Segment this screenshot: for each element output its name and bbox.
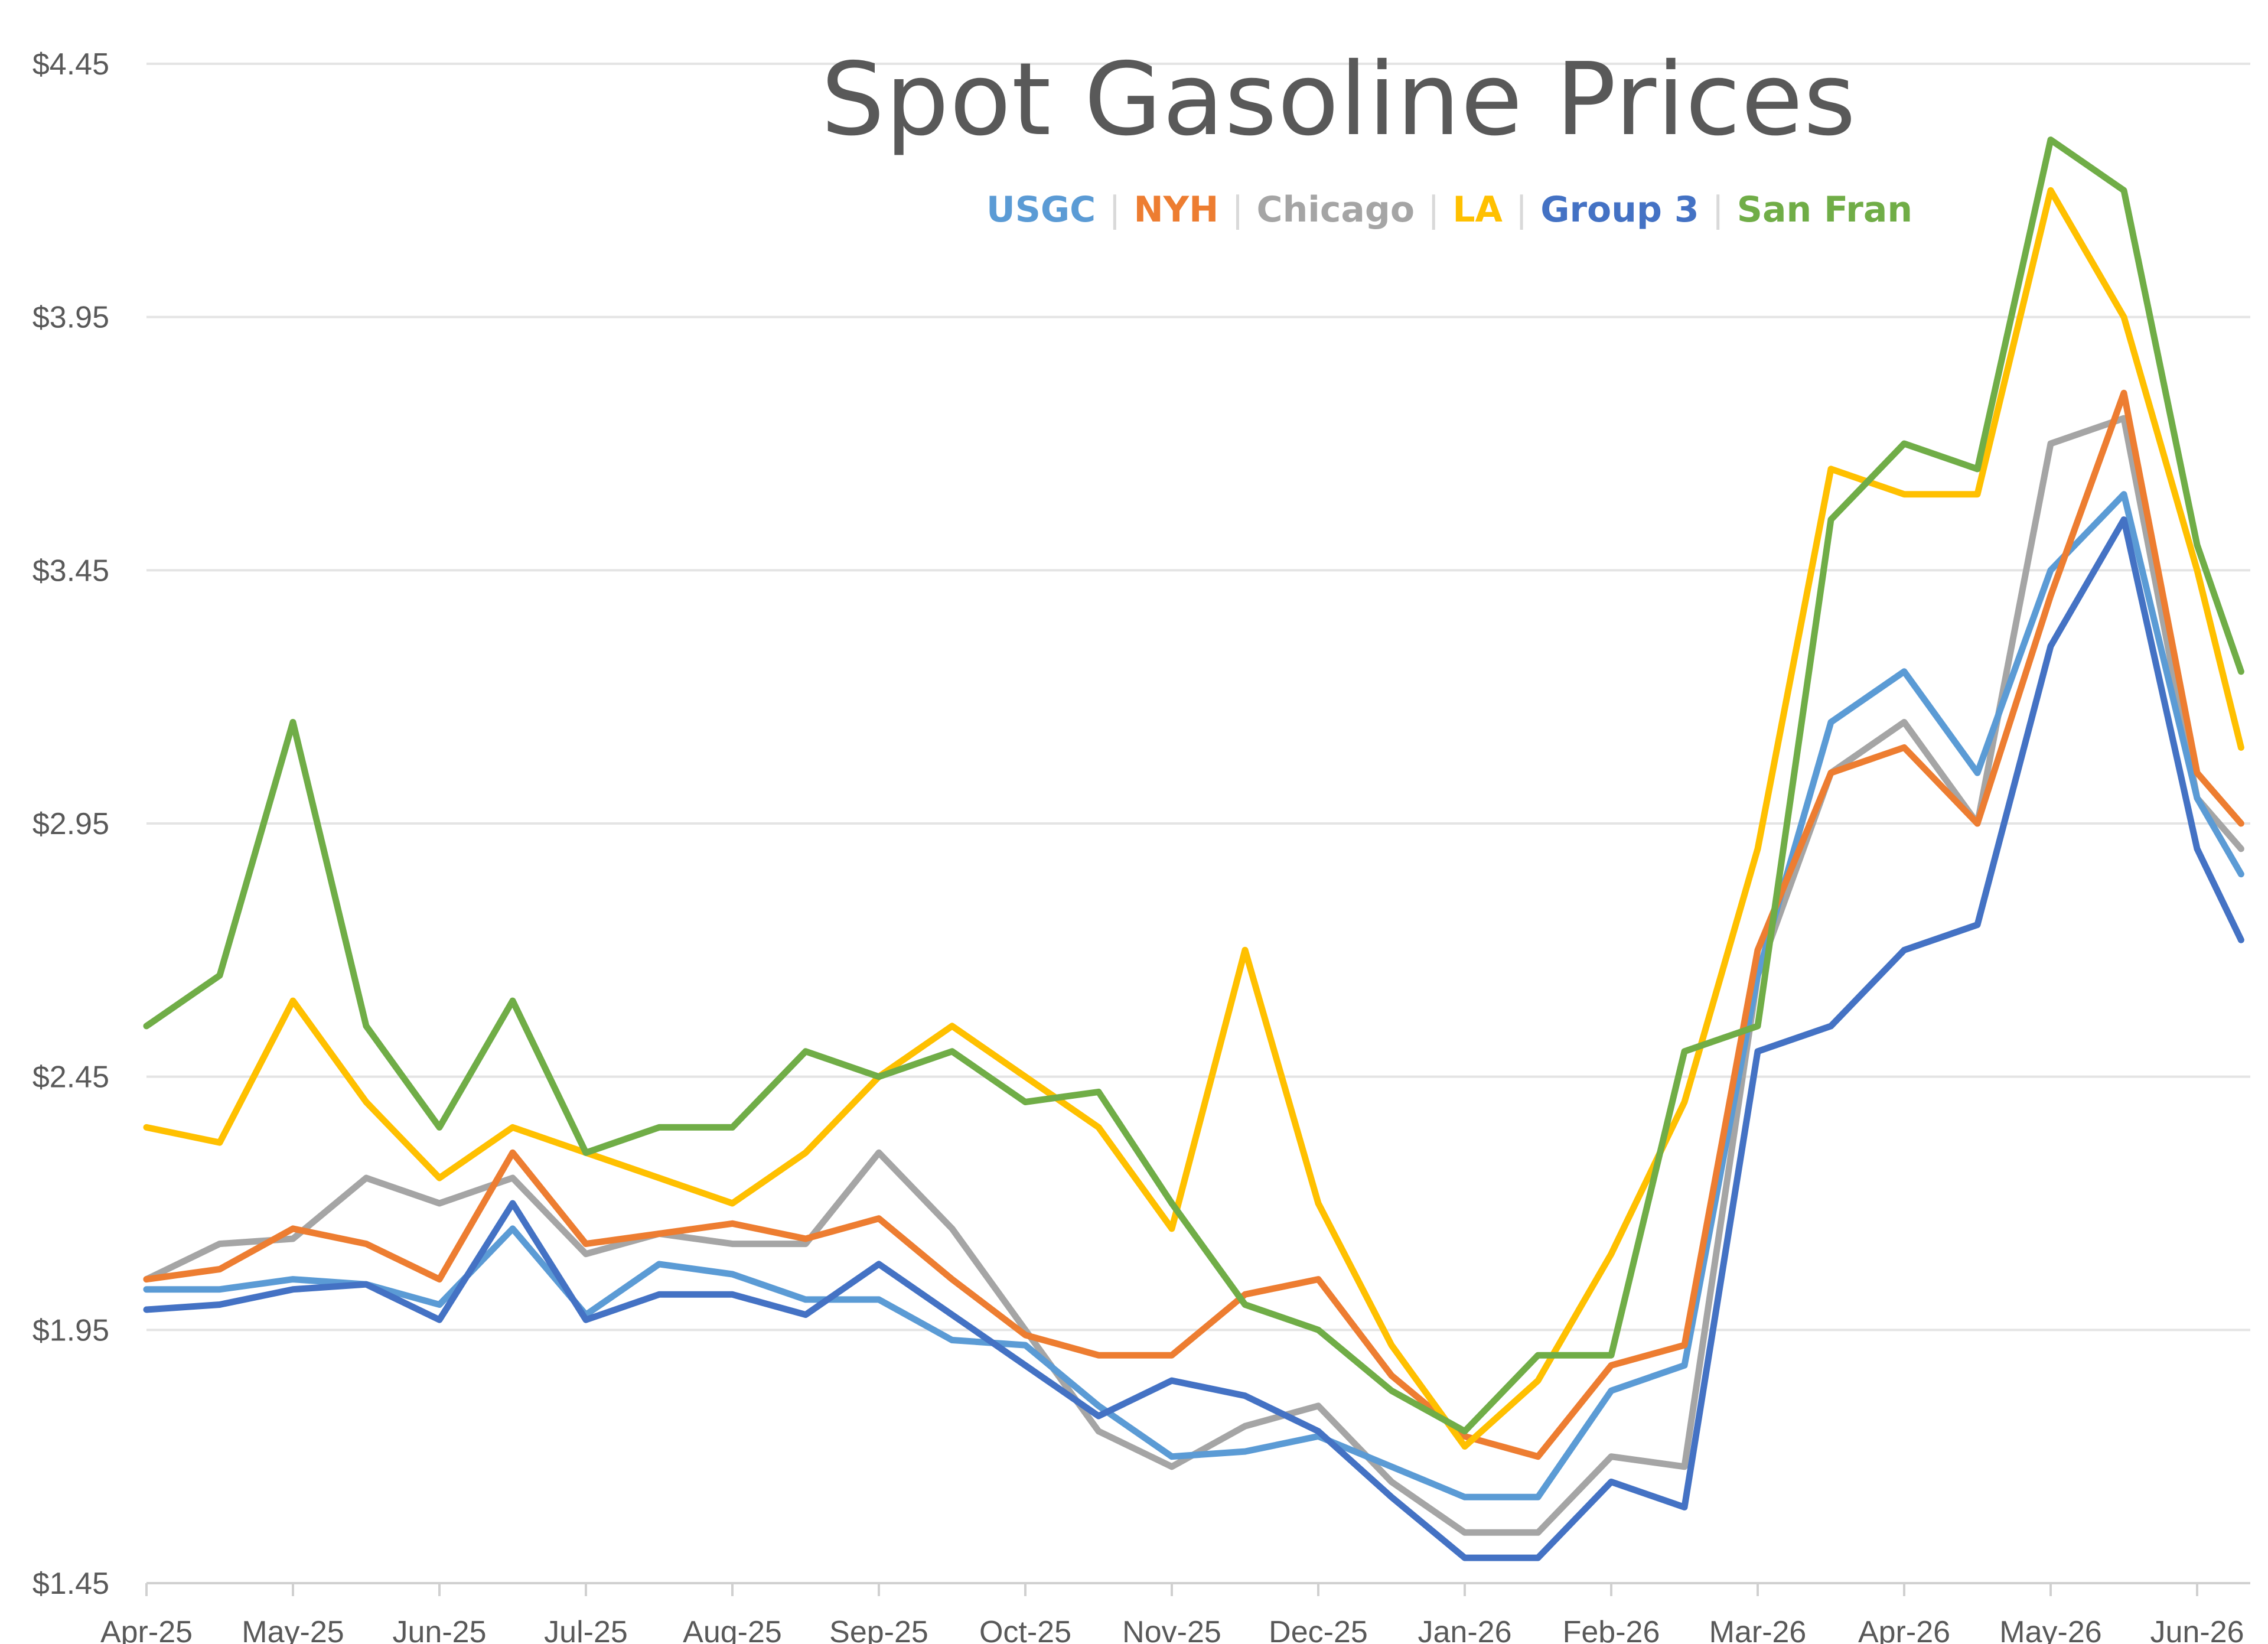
y-tick-label: $2.95 — [32, 807, 109, 841]
x-tick-label: Dec-25 — [1269, 1615, 1368, 1644]
legend-separator: | — [1515, 189, 1528, 230]
y-tick-labels: $1.45 $1.95 $2.45 $2.95 $3.45 $3.95 $4.45 — [32, 47, 109, 1601]
x-tick-label: Apr-26 — [1858, 1615, 1950, 1644]
x-tick-label: Jul-25 — [544, 1615, 628, 1644]
x-tick-label: Jun-26 — [2150, 1615, 2244, 1644]
x-tick-label: Sep-25 — [829, 1615, 928, 1644]
series-line-san-fran — [143, 136, 2244, 1435]
legend-entry-chicago: Chicago — [1256, 189, 1415, 230]
x-tick-label: Jun-25 — [393, 1615, 487, 1644]
legend-entry-group3: Group 3 — [1540, 189, 1699, 230]
legend-entry-nyh: NYH — [1133, 189, 1219, 230]
x-tick-label: Aug-25 — [683, 1615, 782, 1644]
legend-entry-san-fran: San Fran — [1736, 189, 1913, 230]
x-tick-label: Apr-25 — [100, 1615, 193, 1644]
grid-lines — [146, 63, 2250, 1332]
x-tick-label: May-26 — [1999, 1615, 2101, 1644]
y-tick-label: $4.45 — [32, 47, 109, 82]
x-axis — [145, 1582, 2250, 1596]
series-line-usgc — [143, 491, 2244, 1500]
legend-separator: | — [1428, 189, 1440, 230]
legend: USGC | NYH | Chicago | LA | Group 3 | San Fran — [986, 189, 1912, 230]
x-tick-label: Mar-26 — [1709, 1615, 1807, 1644]
series-lines — [143, 136, 2244, 1561]
legend-entry-la: LA — [1452, 189, 1503, 230]
x-tick-label: Nov-25 — [1122, 1615, 1221, 1644]
x-tick-label: Oct-25 — [979, 1615, 1071, 1644]
y-tick-label: $1.95 — [32, 1313, 109, 1347]
x-tick-labels: Apr-25 May-25 Jun-25 Jul-25 Aug-25 Sep-25 Oct-… — [100, 1615, 2244, 1644]
x-tick-label: May-25 — [242, 1615, 344, 1644]
x-tick-label: Jan-26 — [1418, 1615, 1512, 1644]
legend-entry-usgc: USGC — [986, 189, 1096, 230]
y-tick-label: $3.45 — [32, 554, 109, 588]
legend-separator: | — [1109, 189, 1121, 230]
legend-separator: | — [1712, 189, 1724, 230]
series-line-nyh — [143, 389, 2244, 1460]
series-line-la — [143, 187, 2244, 1450]
y-tick-label: $1.45 — [32, 1567, 109, 1601]
x-tick-label: Feb-26 — [1563, 1615, 1660, 1644]
legend-separator: | — [1231, 189, 1244, 230]
y-tick-label: $2.45 — [32, 1060, 109, 1095]
y-tick-label: $3.95 — [32, 301, 109, 335]
series-line-group-3 — [143, 516, 2244, 1561]
series-line-chicago — [143, 415, 2244, 1536]
chart-title: Spot Gasoline Prices — [821, 41, 1857, 158]
